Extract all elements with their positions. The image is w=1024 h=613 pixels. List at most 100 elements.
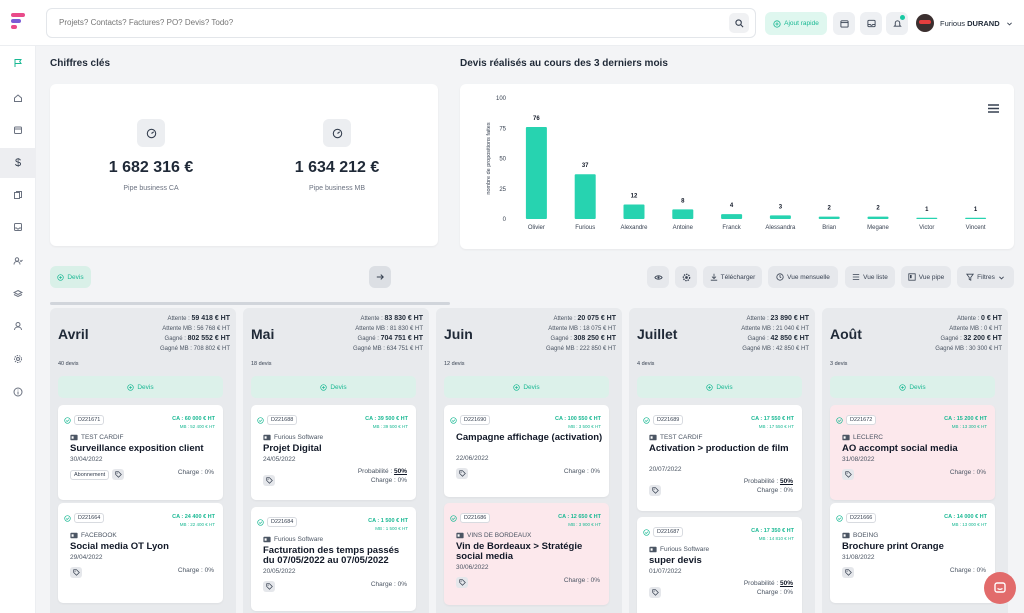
sidebar-item-sales[interactable]: $ xyxy=(0,148,36,178)
kanban-column: Attente : 23 890 € HT Attente MB : 21 04… xyxy=(629,308,815,613)
pipe-view-button[interactable]: Vue pipe xyxy=(901,266,951,288)
tag-button[interactable] xyxy=(70,567,82,578)
devis-tags xyxy=(70,567,82,578)
check-circle-icon xyxy=(257,416,264,424)
filters-label: Filtres xyxy=(977,273,995,281)
devis-charge: Charge : 0% xyxy=(756,589,793,596)
sidebar-item-documents[interactable] xyxy=(0,180,36,210)
sidebar-item-home[interactable] xyxy=(0,83,36,113)
sidebar-item-info[interactable] xyxy=(0,377,36,407)
devis-chip: Abonnement xyxy=(70,469,110,480)
tag-button[interactable] xyxy=(456,468,468,479)
sidebar-item-settings[interactable] xyxy=(0,344,36,374)
add-devis-button[interactable]: Devis xyxy=(830,376,995,398)
preview-button[interactable] xyxy=(647,266,669,288)
sidebar-item-flag[interactable] xyxy=(0,48,36,78)
id-card-icon xyxy=(842,434,850,441)
search-button[interactable] xyxy=(729,13,749,33)
tag-button[interactable] xyxy=(112,469,125,480)
sidebar-item-calendar[interactable] xyxy=(0,115,36,145)
devis-title: Activation > production de film xyxy=(649,443,789,454)
bar xyxy=(623,204,645,219)
devis-title: Projet Digital xyxy=(263,443,322,454)
devis-card[interactable]: D221664 CA : 24 400 € HT MB : 22 400 € HT… xyxy=(58,503,223,603)
devis-card[interactable]: D221690 CA : 100 550 € HT MB : 3 500 € HT… xyxy=(444,405,609,497)
devis-card[interactable]: D221672 CA : 15 200 € HT MB : 13 300 € HT… xyxy=(830,405,995,500)
x-tick-label: Alexandre xyxy=(620,225,648,231)
notifications-button[interactable] xyxy=(886,12,908,35)
devis-code: D221690 xyxy=(450,415,491,425)
avatar xyxy=(916,14,934,32)
app-logo[interactable] xyxy=(11,13,27,33)
tag-button[interactable] xyxy=(456,577,468,588)
arrow-right-icon xyxy=(376,274,384,280)
devis-date: 30/06/2022 xyxy=(456,564,489,571)
x-tick-label: Olivier xyxy=(528,225,545,231)
download-button[interactable]: Télécharger xyxy=(703,266,762,288)
devis-date: 31/08/2022 xyxy=(842,456,875,463)
devis-tags xyxy=(263,475,275,486)
devis-card[interactable]: D221689 CA : 17 550 € HT MB : 17 550 € HT… xyxy=(637,405,802,511)
devis-card[interactable]: D221688 CA : 39 500 € HT MB : 39 500 € HT… xyxy=(251,405,416,500)
x-tick-label: Victor xyxy=(919,225,934,231)
chevron-down-icon xyxy=(1006,21,1012,26)
quick-add-button[interactable]: Ajout rapide xyxy=(765,12,827,35)
filters-button[interactable]: Filtres xyxy=(957,266,1014,288)
add-devis-label: Devis xyxy=(716,383,733,391)
add-devis-button[interactable]: Devis xyxy=(637,376,802,398)
add-devis-button[interactable]: Devis xyxy=(58,376,223,398)
chart-menu-button[interactable] xyxy=(988,100,1000,113)
tag-button[interactable] xyxy=(649,485,661,496)
tag-button[interactable] xyxy=(263,581,275,592)
settings-button[interactable] xyxy=(675,266,697,288)
sidebar-item-layers[interactable] xyxy=(0,279,36,309)
id-card-icon xyxy=(456,532,464,539)
devis-amount: CA : 60 000 € HT MB : 52 400 € HT xyxy=(172,416,215,429)
tag-button[interactable] xyxy=(842,469,854,480)
sidebar-item-profile[interactable] xyxy=(0,311,36,341)
users-icon xyxy=(13,257,23,265)
devis-card[interactable]: D221684 CA : 1 500 € HT MB : 1 500 € HT F… xyxy=(251,507,416,611)
tag-button[interactable] xyxy=(649,587,661,598)
data-label: 76 xyxy=(533,116,540,122)
devis-amount: CA : 39 500 € HT MB : 39 500 € HT xyxy=(365,416,408,429)
devis-card[interactable]: D221666 CA : 14 000 € HT MB : 13 000 € HT… xyxy=(830,503,995,603)
sidebar-item-inbox[interactable] xyxy=(0,212,36,242)
tag-button[interactable] xyxy=(842,567,854,578)
add-devis-button[interactable]: Devis xyxy=(251,376,416,398)
devis-title: Brochure print Orange xyxy=(842,541,944,552)
devis-client: TEST CARDIF xyxy=(70,434,124,441)
gauge-icon xyxy=(323,119,351,147)
list-view-label: Vue liste xyxy=(863,273,888,281)
chart-card: 0 25 50 75 100 nombre de propositions faites 7… xyxy=(460,84,1014,249)
devis-card[interactable]: D221687 CA : 17 350 € HT MB : 14 810 € HT… xyxy=(637,517,802,613)
column-stats: Attente : 20 075 € HT Attente MB : 18 07… xyxy=(545,315,616,352)
tag-icon xyxy=(651,589,659,596)
horizontal-scrollbar[interactable] xyxy=(50,302,450,305)
tag-button[interactable] xyxy=(263,475,275,486)
devis-client: VINS DE BORDEAUX xyxy=(456,532,531,539)
devis-code: D221689 xyxy=(643,415,684,425)
flag-icon xyxy=(14,59,22,67)
monthly-view-button[interactable]: Vue mensuelle xyxy=(768,266,838,288)
column-month: Mai xyxy=(251,326,275,342)
bar xyxy=(916,217,938,219)
x-tick-label: Brian xyxy=(822,225,836,231)
sidebar-item-contacts[interactable] xyxy=(0,246,36,276)
user-menu[interactable]: Furious DURAND xyxy=(916,14,1013,32)
chat-launcher[interactable] xyxy=(984,572,1016,604)
devis-card[interactable]: D221671 CA : 60 000 € HT MB : 52 400 € HT… xyxy=(58,405,223,500)
calendar-button[interactable] xyxy=(833,12,855,35)
devis-tags xyxy=(842,567,854,578)
new-devis-button[interactable]: Devis xyxy=(50,266,91,288)
inbox-button[interactable] xyxy=(860,12,882,35)
list-view-button[interactable]: Vue liste xyxy=(845,266,895,288)
data-label: 37 xyxy=(582,163,589,169)
devis-amount: CA : 12 650 € HT MB : 3 900 € HT xyxy=(558,514,601,527)
search-input[interactable] xyxy=(59,18,659,27)
devis-charge: Charge : 0% xyxy=(370,477,407,484)
column-stats: Attente : 83 830 € HT Attente MB : 81 83… xyxy=(352,315,423,352)
next-arrow-button[interactable] xyxy=(369,266,391,288)
devis-card[interactable]: D221686 CA : 12 650 € HT MB : 3 900 € HT … xyxy=(444,503,609,605)
add-devis-button[interactable]: Devis xyxy=(444,376,609,398)
